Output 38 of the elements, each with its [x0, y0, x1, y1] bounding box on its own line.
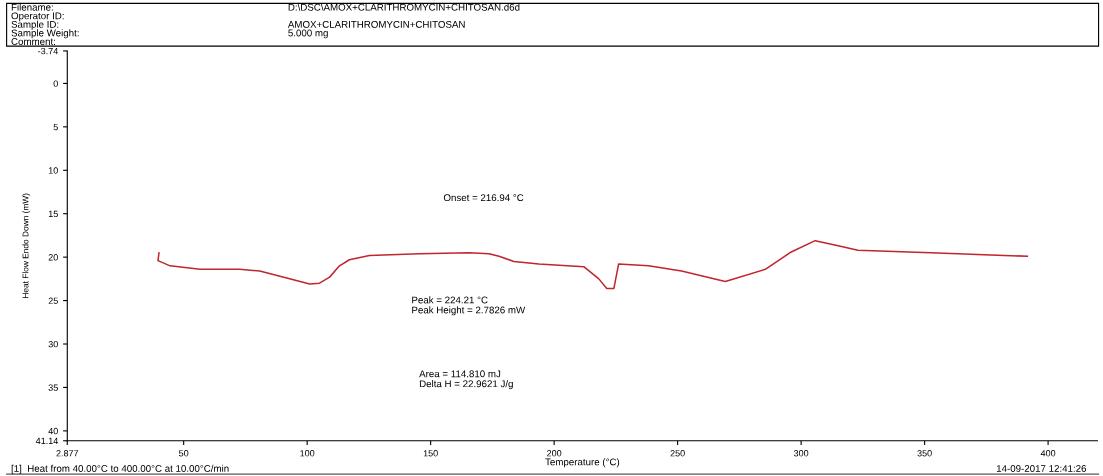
x-tick-label: 300 — [793, 450, 809, 457]
x-tick-label: 350 — [917, 450, 932, 457]
annotation: Onset = 216.94 °C — [443, 194, 524, 202]
annotation: Area = 114.810 mJ — [419, 370, 501, 378]
y-tick-label: 15 — [48, 210, 58, 218]
text: D:\DSC\AMOX+CLARITHROMYCIN+CHITOSAN.d6d — [288, 3, 520, 11]
text: Operator ID: — [11, 12, 64, 22]
text: Comment: — [11, 38, 55, 45]
annotation: Peak = 224.21 °C — [412, 296, 488, 304]
y-tick-label: 41.14 — [35, 437, 58, 445]
y-tick-label: 5 — [53, 123, 58, 131]
text: Sample ID: — [11, 20, 59, 30]
y-tick-label: 40 — [48, 427, 58, 435]
x-tick-label: 200 — [547, 450, 562, 457]
annotation: Delta H = 22.9621 J/g — [419, 380, 513, 390]
y-tick-label: 25 — [48, 297, 58, 304]
text: 14-09-2017 12:41:26 — [996, 465, 1087, 472]
x-tick-label: 100 — [300, 450, 315, 457]
y-tick-label: 30 — [48, 340, 58, 348]
text: AMOX+CLARITHROMYCIN+CHITOSAN — [287, 20, 465, 28]
x-tick-label: 2.877 — [56, 450, 79, 457]
text: 5.000 mg — [288, 29, 328, 39]
x-tick-label: 50 — [179, 450, 189, 457]
text: Sample Weight: — [11, 29, 79, 39]
y-tick-label: 10 — [48, 167, 58, 174]
line-series — [157, 239, 1029, 290]
x-tick-label: 150 — [423, 450, 438, 457]
y-tick-label: 0 — [53, 80, 58, 87]
x-tick-label: 250 — [670, 450, 685, 457]
x-tick-label: 400 — [1040, 450, 1056, 457]
x-axis-title: Temperature (°C) — [545, 458, 620, 468]
annotation: Peak Height = 2.7826 mW — [412, 306, 526, 316]
text: Filename: — [11, 3, 53, 11]
y-tick-label: 35 — [48, 384, 58, 391]
text: [1] Heat from 40.00°C to 400.00°C at 10.00°C/min — [11, 464, 229, 474]
y-tick-label: -3.74 — [38, 47, 58, 55]
y-tick-label: 20 — [48, 254, 58, 261]
y-axis-title: Heat Flow Endo Down (mW) — [22, 193, 31, 298]
